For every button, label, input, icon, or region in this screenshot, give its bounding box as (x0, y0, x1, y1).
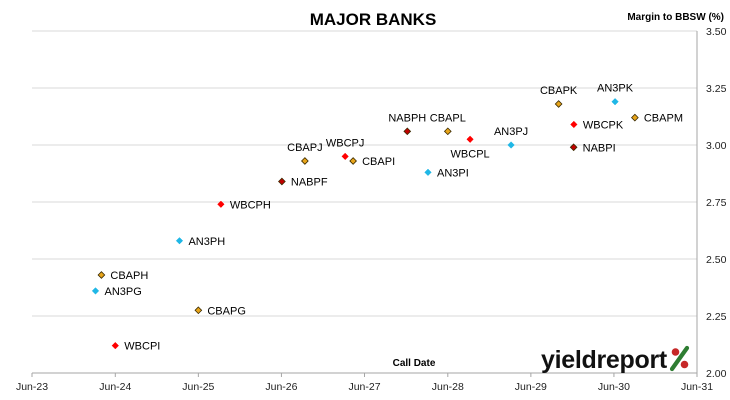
point-cbapi (349, 157, 357, 165)
point-label-wbcpk: WBCPK (583, 119, 624, 131)
point-cbapm (631, 113, 639, 122)
point-an3pi (424, 168, 432, 177)
y-tick-label: 2.75 (706, 197, 727, 209)
point-label-cbapi: CBAPI (362, 156, 395, 168)
x-tick-label: Jun-24 (99, 381, 131, 393)
point-label-wbcpl: WBCPL (451, 148, 490, 160)
x-tick-label: Jun-25 (182, 381, 214, 393)
point-cbapg (194, 306, 203, 315)
y-tick-label: 2.25 (706, 311, 727, 323)
point-label-an3pk: AN3PK (597, 83, 634, 95)
point-an3pk (611, 98, 619, 106)
point-label-an3pi: AN3PI (437, 167, 469, 179)
point-wbcpi (111, 341, 119, 350)
point-cbaph (97, 271, 106, 279)
point-cbapl (443, 127, 452, 136)
point-label-cbapm: CBAPM (644, 113, 683, 125)
point-label-nabpf: NABPF (291, 176, 328, 188)
point-label-an3pj: AN3PJ (494, 126, 528, 138)
x-axis-title: Call Date (393, 358, 436, 369)
point-an3ph (175, 237, 184, 245)
y-tick-label: 2.50 (706, 254, 727, 266)
y-axis-title: Margin to BBSW (%) (627, 12, 724, 23)
x-tick-label: Jun-30 (598, 381, 630, 393)
point-an3pj (507, 141, 515, 149)
point-wbcpk (570, 120, 578, 129)
point-an3pg (91, 287, 100, 295)
x-tick-label: Jun-23 (16, 381, 48, 393)
point-label-wbcpi: WBCPI (124, 341, 160, 353)
logo-wordmark: yieldreport (541, 346, 668, 374)
point-label-an3ph: AN3PH (188, 236, 225, 248)
point-label-wbcph: WBCPH (230, 199, 271, 211)
data-points: WBCPI AN3PG CBAPH CBAPG AN3PH WBCPH NABPF CBAPJ… (91, 83, 683, 353)
axes (31, 31, 698, 377)
point-label-nabph: NABPH (388, 112, 426, 124)
point-cbapk (554, 100, 563, 108)
point-label-an3pg: AN3PG (104, 286, 141, 298)
y-tick-label: 3.25 (706, 83, 727, 95)
point-wbcph (217, 200, 225, 208)
point-label-cbapj: CBAPJ (287, 142, 322, 154)
point-nabpf (278, 177, 286, 186)
x-tick-label: Jun-26 (265, 381, 297, 393)
yieldreport-logo: yieldreport (541, 345, 690, 374)
y-tick-label: 3.00 (706, 140, 727, 152)
point-cbapj (301, 157, 309, 165)
y-tick-label: 3.50 (706, 26, 727, 38)
point-wbcpj (341, 152, 349, 161)
gridlines (32, 30, 697, 317)
chart-title: MAJOR BANKS (310, 10, 437, 29)
x-tick-label: Jun-29 (515, 381, 547, 393)
x-tick-label: Jun-28 (432, 381, 464, 393)
point-label-wbcpj: WBCPJ (326, 137, 365, 149)
x-tick-label: Jun-31 (681, 381, 713, 393)
y-tick-label: 2.00 (706, 368, 727, 380)
point-label-cbaph: CBAPH (110, 270, 148, 282)
point-label-cbapg: CBAPG (207, 305, 246, 317)
point-nabph (403, 127, 412, 136)
percent-logo-icon (669, 345, 690, 372)
point-wbcpl (466, 135, 474, 143)
tick-labels: 2.00 2.25 2.50 2.75 3.00 3.25 3.50 Jun-23 Jun-24… (16, 26, 727, 393)
point-label-nabpi: NABPI (583, 142, 616, 154)
point-label-cbapl: CBAPL (430, 112, 466, 124)
point-nabpi (569, 143, 578, 152)
point-label-cbapk: CBAPK (540, 85, 578, 97)
x-tick-label: Jun-27 (348, 381, 380, 393)
